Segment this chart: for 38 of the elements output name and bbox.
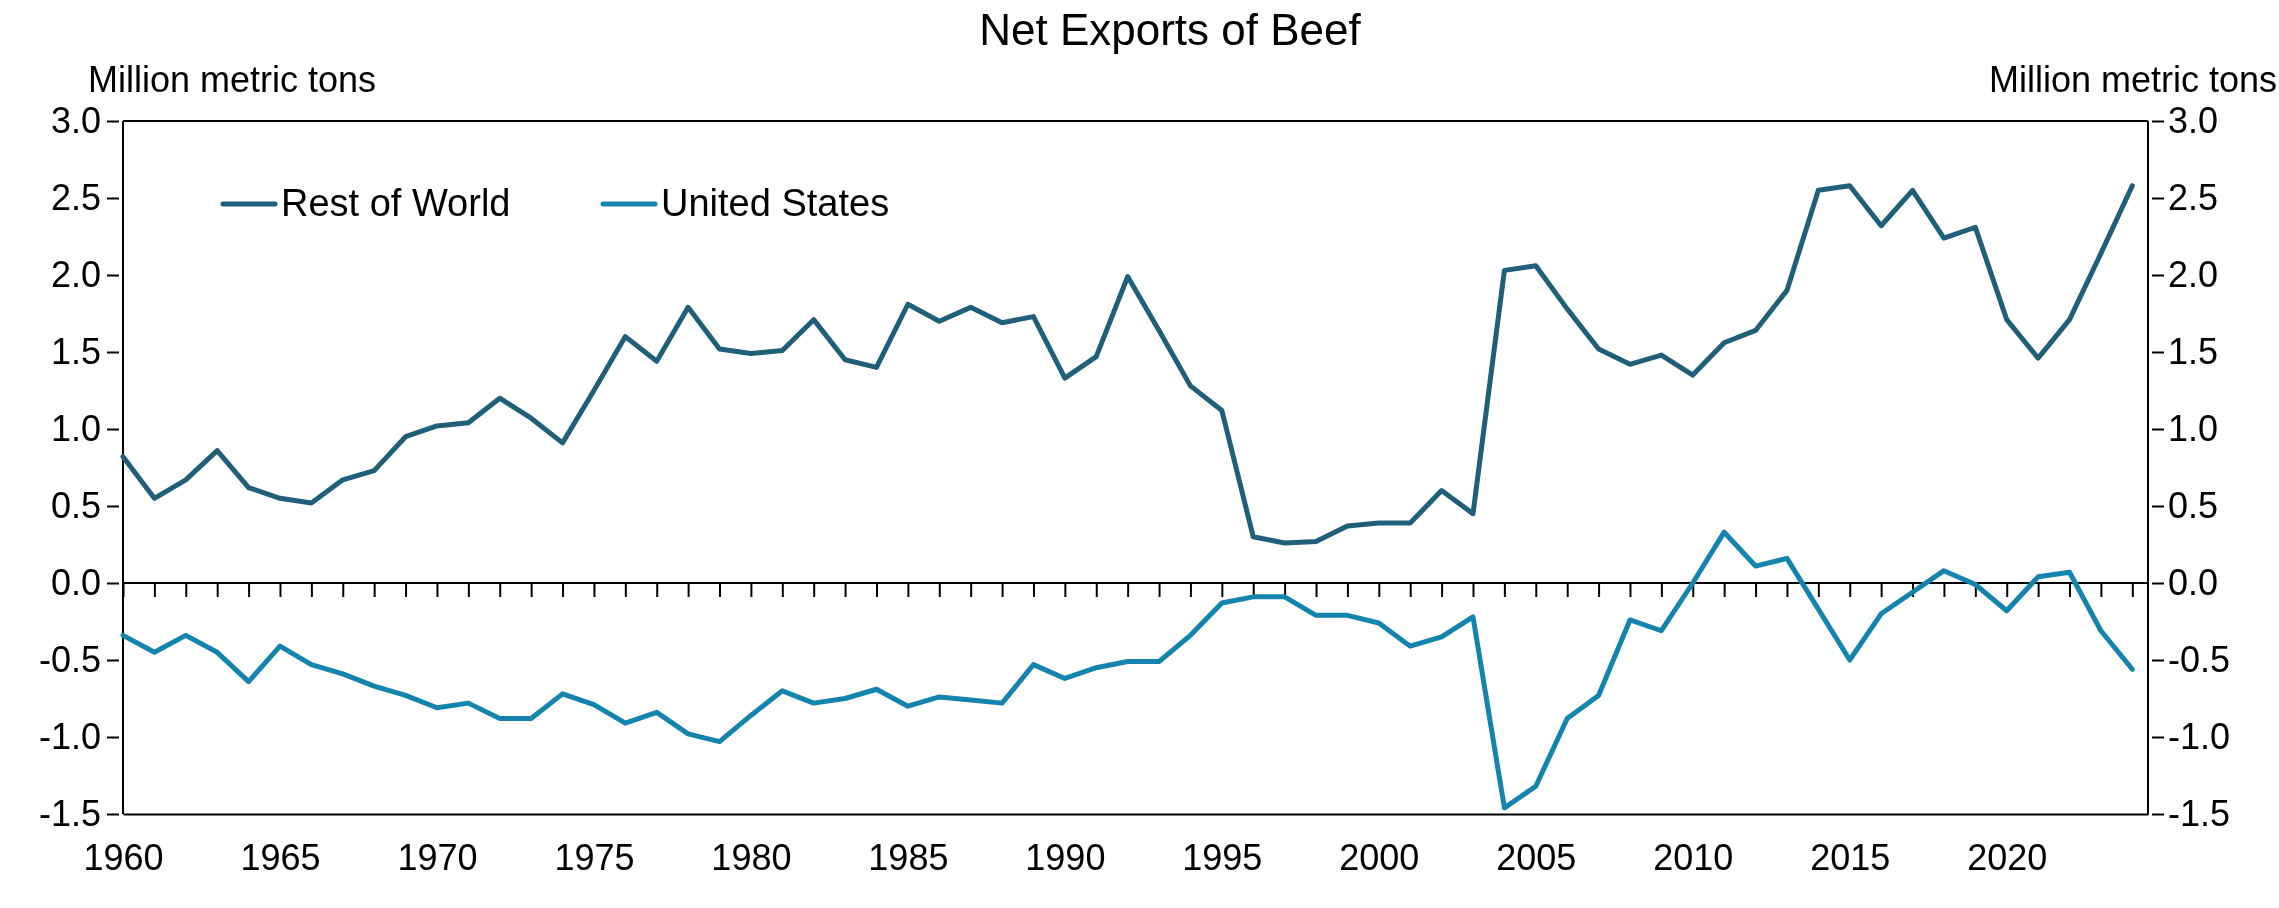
y2-tick-label: 2.0 [2168,254,2219,296]
y2-axis-title: Million metric tons [1988,59,2277,100]
y2-tick-label: 0.0 [2168,562,2219,604]
x-tick-label: 2010 [1653,836,1734,878]
y-tick-label: -0.5 [38,639,101,681]
y2-tick-label: 1.5 [2168,331,2219,373]
y-tick-label: -1.5 [38,793,101,835]
y2-tick-label: 0.5 [2168,485,2219,527]
y2-tick-label: 3.0 [2168,100,2219,142]
y-tick-label: -1.0 [38,716,101,758]
y-tick-label: 0.5 [50,485,101,527]
y-tick-label: 1.5 [50,331,101,373]
x-tick-label: 2005 [1496,836,1577,878]
x-tick-label: 1975 [554,836,635,878]
x-tick-label: 1995 [1182,836,1263,878]
x-tick-label: 1965 [240,836,321,878]
y2-tick-label: 1.0 [2168,408,2219,450]
x-tick-label: 2000 [1339,836,1420,878]
y2-tick-label: -1.0 [2168,716,2231,758]
x-tick-label: 2015 [1810,836,1891,878]
x-tick-label: 1985 [868,836,949,878]
y-axis-title: Million metric tons [88,59,377,100]
chart-title: Net Exports of Beef [979,5,1362,54]
x-tick-label: 1970 [397,836,478,878]
x-tick-label: 2020 [1967,836,2048,878]
y-tick-label: 1.0 [50,408,101,450]
legend-label: United States [661,182,890,224]
y-tick-label: 3.0 [50,100,101,142]
x-tick-label: 1980 [711,836,792,878]
x-tick-label: 1990 [1025,836,1106,878]
x-tick-label: 1960 [83,836,164,878]
y-tick-label: 0.0 [50,562,101,604]
y2-tick-label: -1.5 [2168,793,2231,835]
y-tick-label: 2.5 [50,177,101,219]
y-tick-label: 2.0 [50,254,101,296]
y2-tick-label: -0.5 [2168,639,2231,681]
legend-label: Rest of World [281,182,511,224]
y2-tick-label: 2.5 [2168,177,2219,219]
